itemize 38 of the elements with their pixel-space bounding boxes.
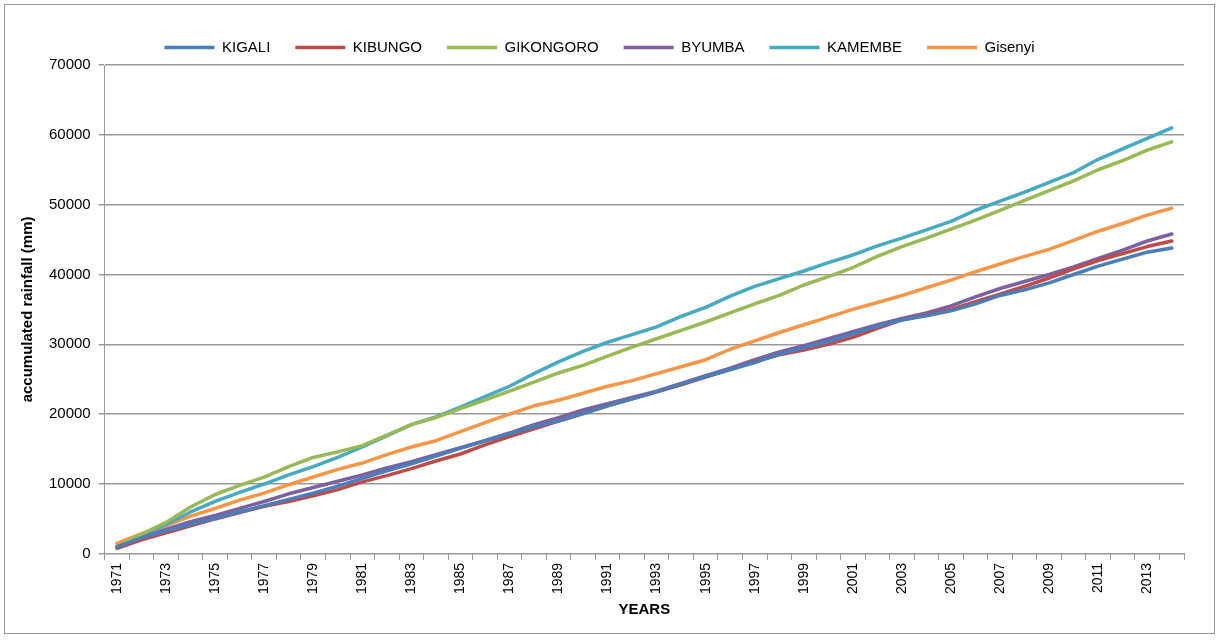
legend-label: BYUMBA — [681, 37, 745, 55]
x-tick-label: 2009 — [1039, 562, 1056, 595]
x-tick-label: 1991 — [598, 562, 615, 595]
x-tick-label: 1973 — [156, 562, 173, 595]
y-axis-title: accumulated rainfall (mm) — [18, 216, 36, 403]
x-tick-label: 1999 — [794, 562, 811, 595]
x-tick-label: 1989 — [549, 562, 566, 595]
y-tick-label: 60000 — [48, 124, 91, 142]
x-tick-label: 1985 — [451, 562, 468, 595]
x-tick-label: 1993 — [647, 562, 664, 595]
x-tick-label: 2001 — [843, 562, 860, 595]
x-tick-label: 2005 — [941, 562, 958, 595]
x-tick-label: 1997 — [745, 562, 762, 595]
x-tick-label: 1979 — [304, 562, 321, 595]
x-tick-label: 2007 — [990, 562, 1007, 595]
x-axis-title: YEARS — [618, 600, 671, 618]
y-tick-label: 10000 — [48, 474, 91, 492]
x-tick-label: 2011 — [1089, 562, 1106, 593]
x-tick-label: 1983 — [402, 562, 419, 595]
y-tick-label: 70000 — [48, 55, 91, 73]
x-tick-label: 2013 — [1138, 562, 1155, 595]
y-tick-label: 0 — [82, 544, 91, 561]
x-tick-label: 1977 — [255, 562, 272, 595]
y-tick-label: 50000 — [48, 194, 91, 212]
legend-label: KAMEMBE — [827, 37, 903, 55]
y-tick-label: 20000 — [48, 404, 91, 422]
legend-label: Gisenyi — [984, 37, 1035, 55]
legend-label: KIGALI — [221, 37, 271, 55]
x-tick-label: 1981 — [353, 562, 370, 595]
x-tick-label: 2003 — [892, 562, 909, 595]
legend-label: GIKONGORO — [504, 37, 599, 55]
x-tick-label: 1987 — [500, 562, 517, 595]
y-tick-label: 30000 — [48, 334, 91, 352]
x-tick-label: 1975 — [205, 562, 222, 595]
x-tick-label: 1995 — [696, 562, 713, 595]
x-tick-label: 1971 — [107, 562, 124, 595]
y-tick-label: 40000 — [48, 264, 91, 282]
legend-label: KIBUNGO — [352, 37, 422, 55]
